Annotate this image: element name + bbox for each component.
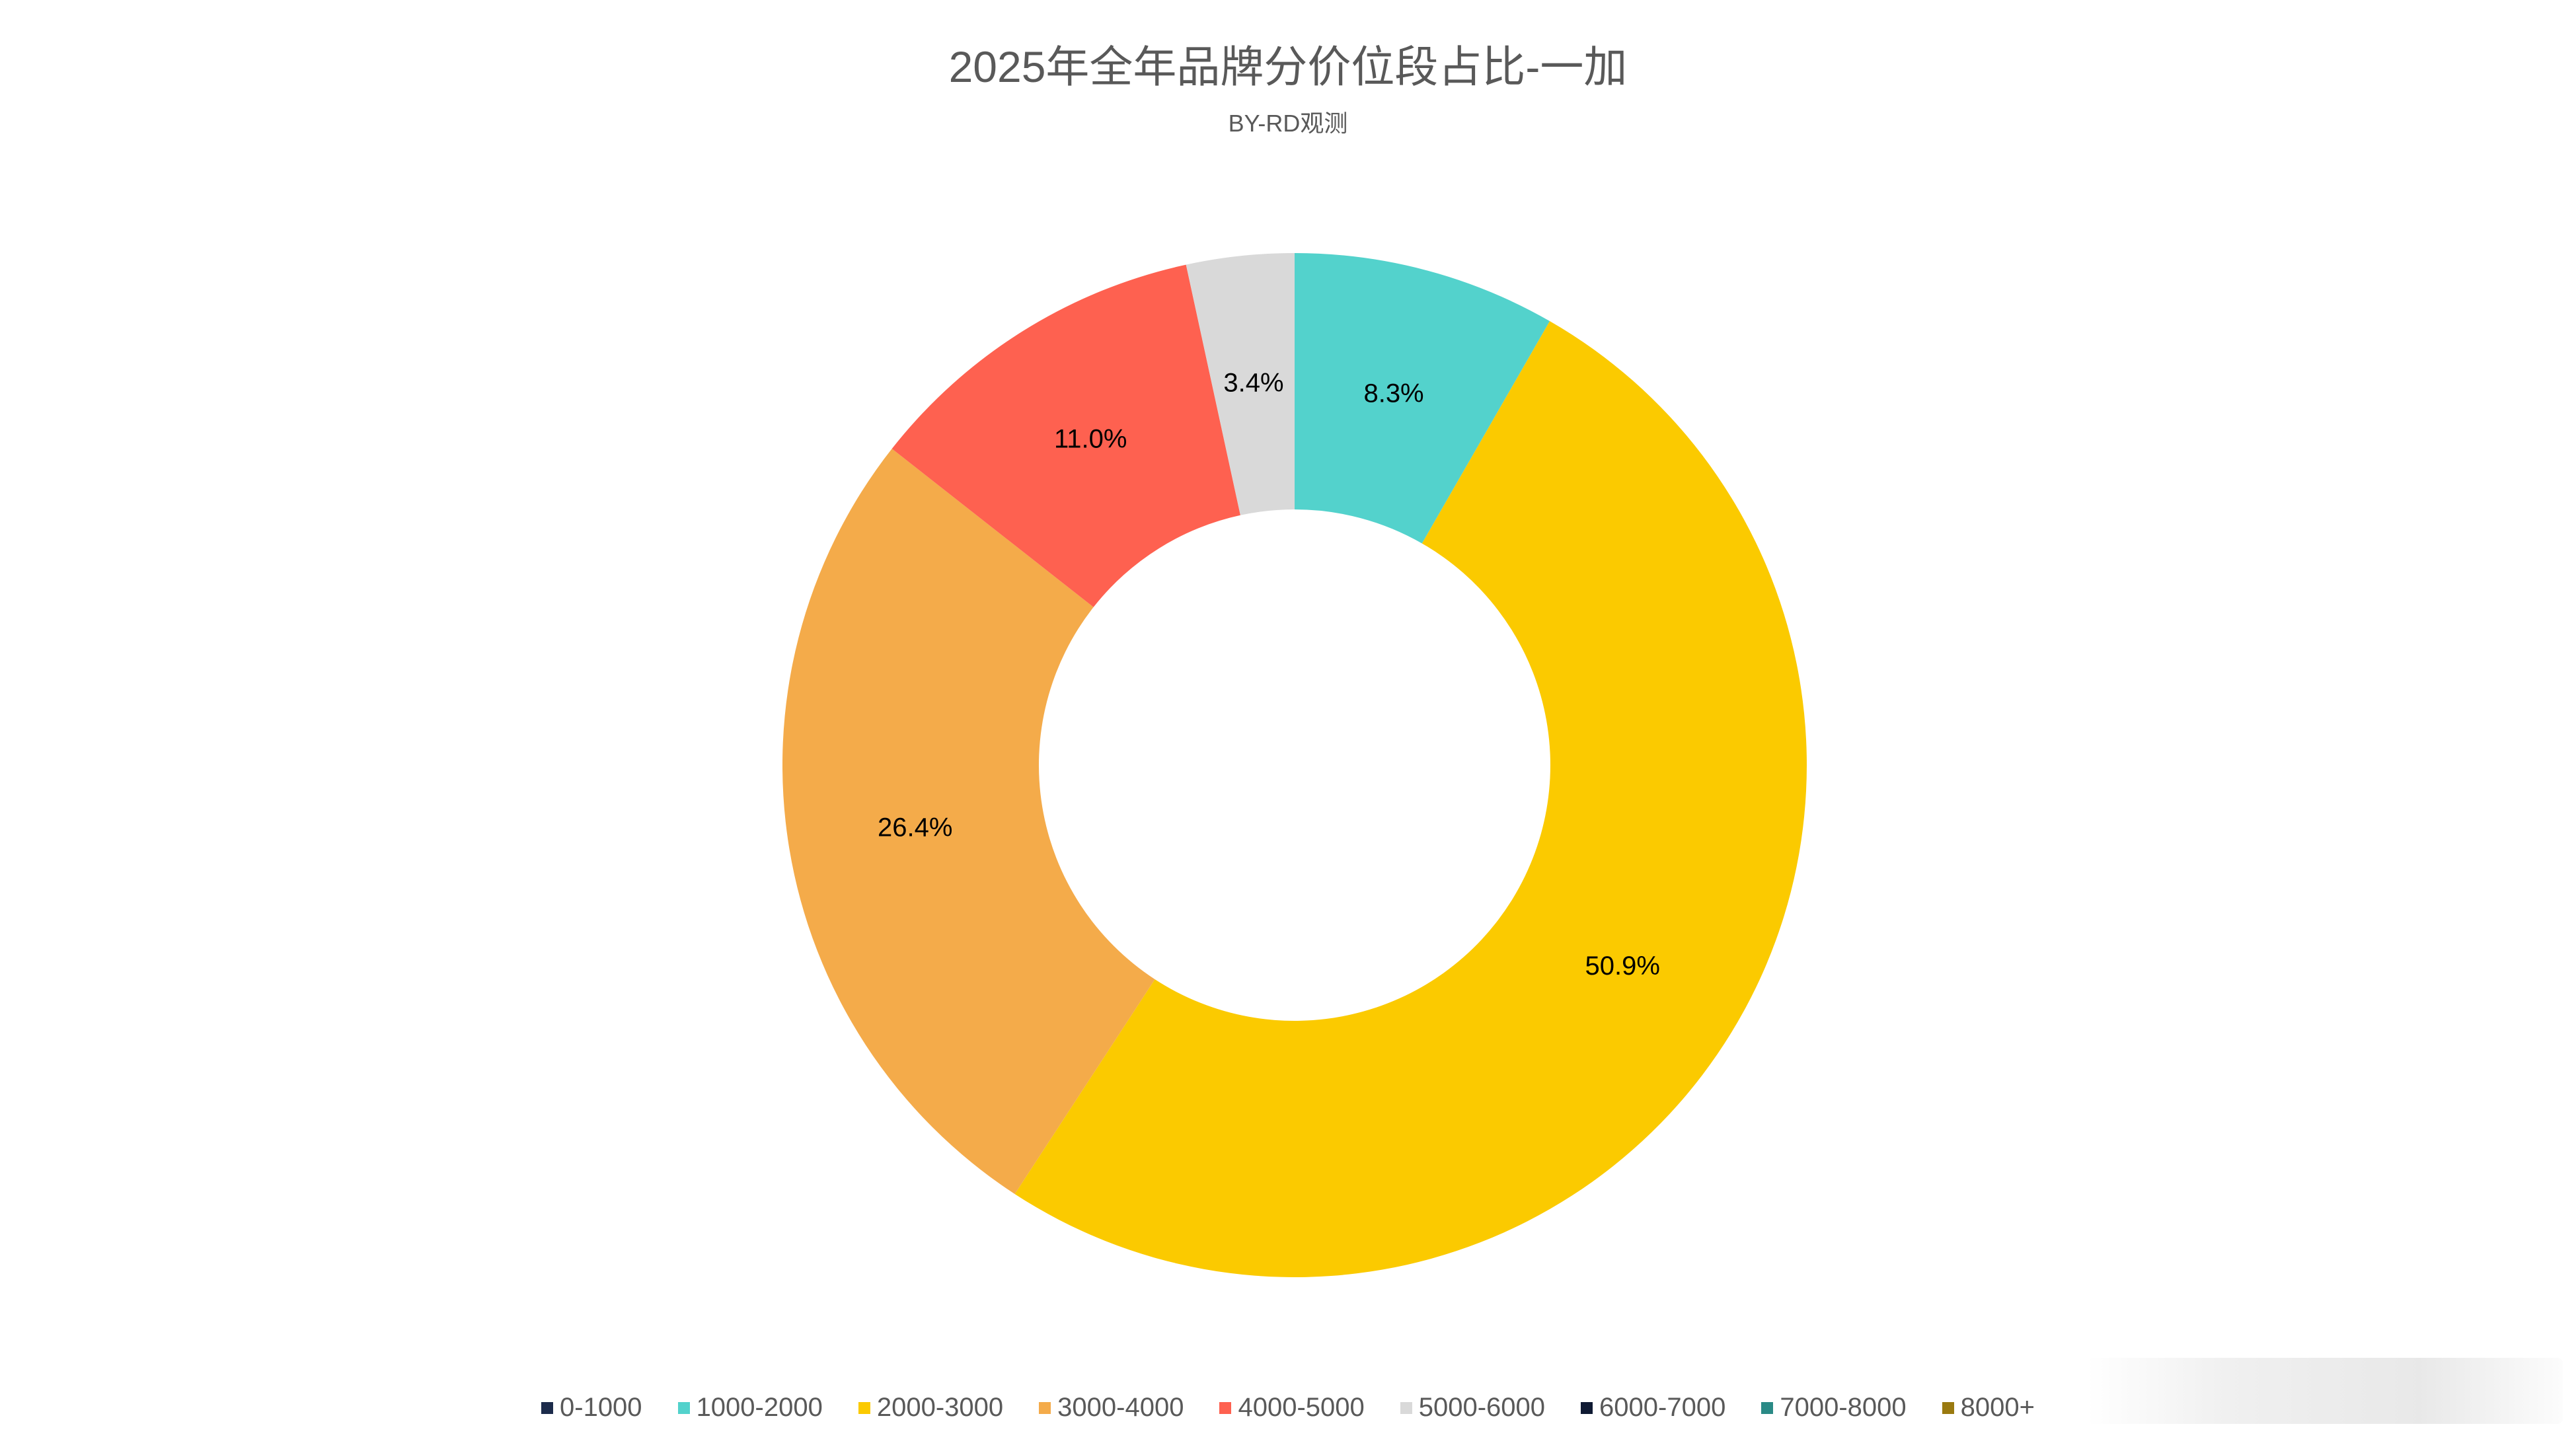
- legend-label: 4000-5000: [1238, 1393, 1365, 1422]
- legend-item-6000-7000[interactable]: 6000-7000: [1581, 1393, 1725, 1423]
- legend-item-8000+[interactable]: 8000+: [1942, 1393, 2035, 1423]
- data-label-5000-6000: 3.4%: [1223, 368, 1283, 397]
- legend-label: 7000-8000: [1780, 1393, 1907, 1422]
- legend-label: 3000-4000: [1057, 1393, 1184, 1422]
- donut-slice-2000-3000: [1014, 321, 1807, 1277]
- legend-label: 0-1000: [560, 1393, 642, 1422]
- legend-swatch: [1219, 1401, 1232, 1414]
- legend-item-3000-4000[interactable]: 3000-4000: [1039, 1393, 1184, 1423]
- legend-item-2000-3000[interactable]: 2000-3000: [858, 1393, 1003, 1423]
- legend-swatch: [1942, 1401, 1954, 1414]
- legend-label: 2000-3000: [876, 1393, 1004, 1422]
- donut-slice-1000-2000: [1295, 253, 1550, 544]
- legend-swatch: [858, 1401, 870, 1414]
- legend-label: 5000-6000: [1418, 1393, 1546, 1422]
- chart-title: 2025年全年品牌分价位段占比-一加: [948, 42, 1628, 91]
- legend-item-7000-8000[interactable]: 7000-8000: [1761, 1393, 1907, 1423]
- thumbnail-strip: [2087, 1358, 2563, 1424]
- chart-legend: 0-1000 1000-2000 2000-3000 3000-4000 4000-50…: [0, 1393, 2576, 1423]
- legend-item-5000-6000[interactable]: 5000-6000: [1400, 1393, 1545, 1423]
- legend-item-4000-5000[interactable]: 4000-5000: [1219, 1393, 1365, 1423]
- donut-slice-5000-6000: [1186, 253, 1295, 515]
- data-label-4000-5000: 11.0%: [1054, 425, 1127, 454]
- legend-item-0-1000[interactable]: 0-1000: [541, 1393, 642, 1423]
- data-label-1000-2000: 8.3%: [1363, 379, 1423, 408]
- legend-swatch: [677, 1401, 690, 1414]
- chart-subtitle: BY-RD观测: [1228, 110, 1348, 137]
- data-label-3000-4000: 26.4%: [878, 813, 952, 842]
- legend-label: 1000-2000: [696, 1393, 823, 1422]
- legend-swatch: [1039, 1401, 1051, 1414]
- legend-label: 6000-7000: [1599, 1393, 1726, 1422]
- legend-label: 8000+: [1960, 1393, 2035, 1422]
- donut-slice-3000-4000: [782, 449, 1155, 1195]
- data-label-2000-3000: 50.9%: [1585, 951, 1660, 981]
- legend-swatch: [1581, 1401, 1593, 1414]
- legend-item-1000-2000[interactable]: 1000-2000: [677, 1393, 823, 1423]
- legend-swatch: [1400, 1401, 1412, 1414]
- legend-swatch: [1761, 1401, 1774, 1414]
- donut-slice-4000-5000: [891, 264, 1240, 607]
- legend-swatch: [541, 1401, 553, 1414]
